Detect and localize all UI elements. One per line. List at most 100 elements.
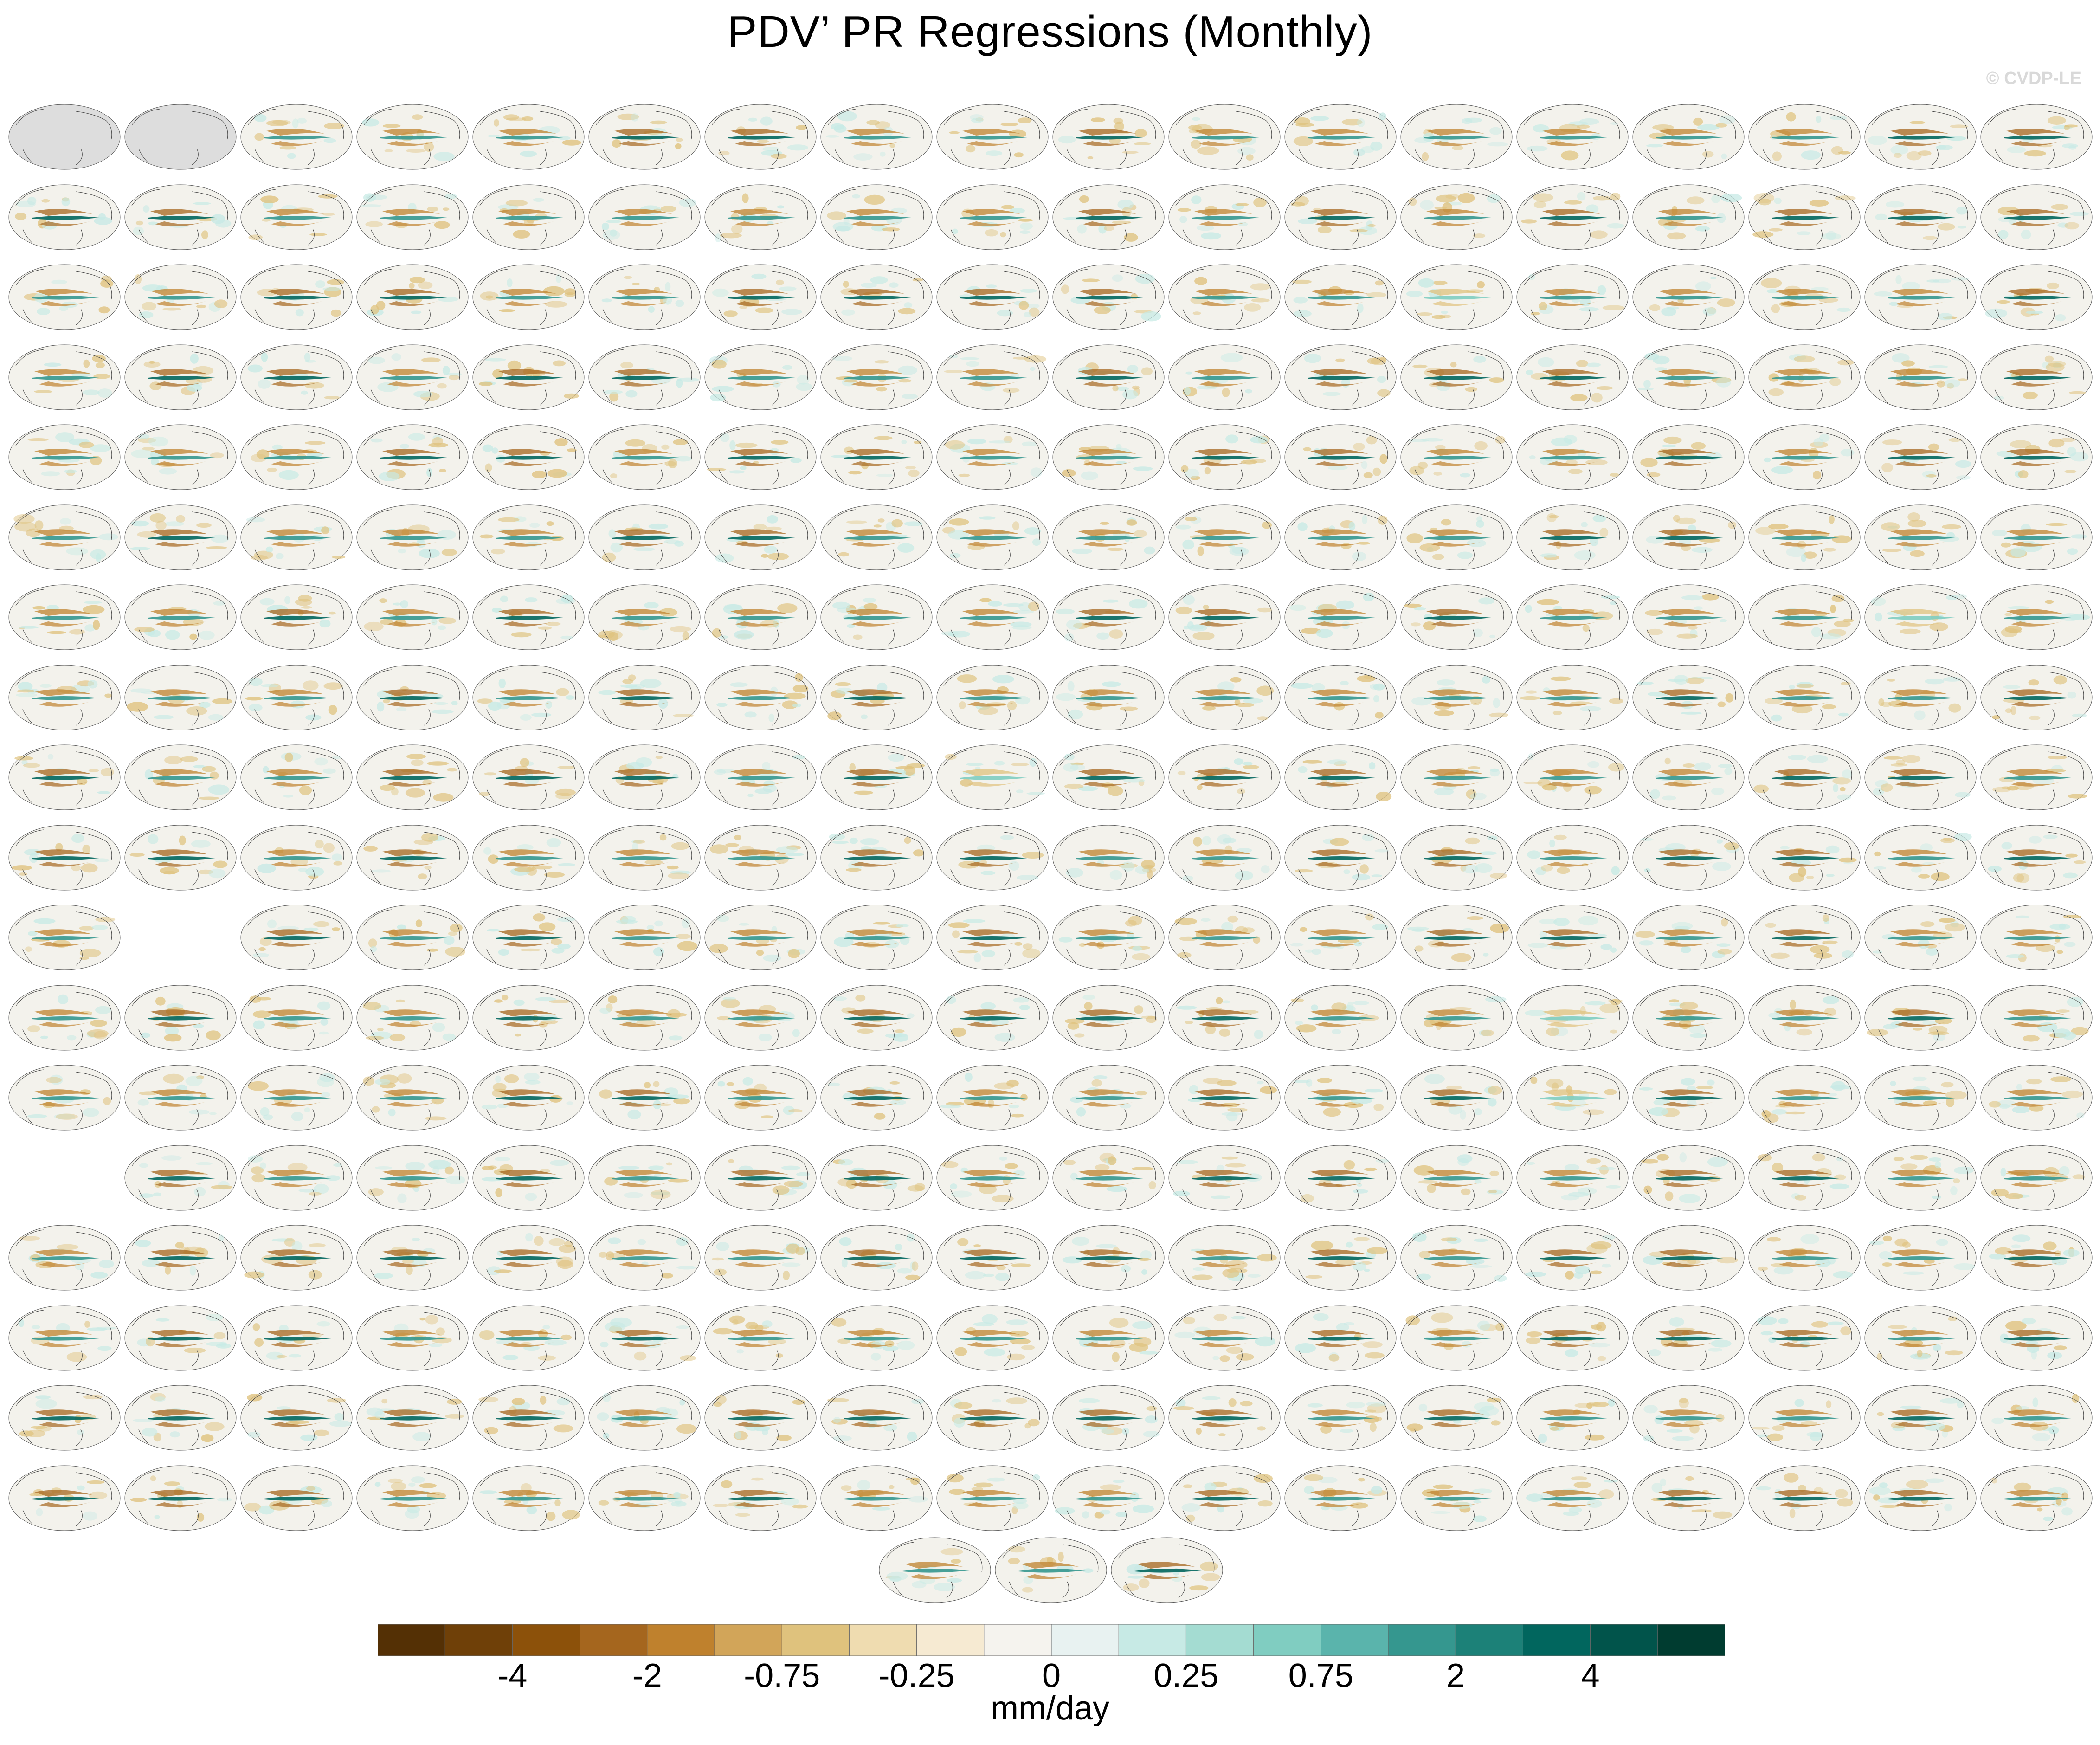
coastline bbox=[15, 269, 112, 325]
coastline bbox=[1407, 989, 1504, 1046]
anomaly-patch bbox=[331, 756, 341, 759]
anomaly-patch bbox=[1462, 864, 1478, 873]
anomaly-patch bbox=[319, 1073, 335, 1082]
map-panel bbox=[238, 1134, 354, 1213]
coastline bbox=[1291, 669, 1388, 725]
map-panel bbox=[818, 653, 934, 732]
anomaly-patch bbox=[1570, 394, 1588, 401]
anomaly-dry-band bbox=[1547, 381, 1598, 387]
anomaly-dry-band bbox=[2006, 1249, 2064, 1256]
map-panel bbox=[934, 413, 1050, 492]
map-panel bbox=[122, 173, 238, 252]
anomaly-wet-tongue bbox=[2004, 1096, 2071, 1100]
anomaly-dry-band bbox=[1194, 929, 1252, 936]
anomaly-patch bbox=[1764, 457, 1771, 463]
anomaly-patch bbox=[492, 369, 503, 378]
anomaly-wet-tongue bbox=[1192, 696, 1259, 700]
anomaly-patch bbox=[149, 361, 155, 364]
anomaly-patch bbox=[544, 1339, 567, 1345]
anomaly-dry-band bbox=[1779, 1021, 1830, 1027]
anomaly-dry-band bbox=[34, 689, 92, 696]
anomaly-patch bbox=[438, 617, 457, 624]
map-panel-svg bbox=[1632, 264, 1745, 330]
coastline bbox=[1987, 1229, 2084, 1286]
anomaly-patch bbox=[1888, 1325, 1907, 1329]
map-panel bbox=[1630, 573, 1746, 652]
anomaly-dry-band bbox=[1542, 368, 1600, 376]
coastline bbox=[1523, 349, 1620, 405]
anomaly-patch bbox=[1357, 675, 1376, 682]
anomaly-patch bbox=[2010, 547, 2026, 557]
anomaly-patch bbox=[1995, 1247, 2012, 1255]
map-panel bbox=[1166, 413, 1282, 492]
map-panel bbox=[818, 974, 934, 1053]
anomaly-wet-tongue bbox=[1540, 296, 1607, 300]
map-panel bbox=[1630, 413, 1746, 492]
anomaly-patch bbox=[1954, 832, 1972, 841]
anomaly-dry-band bbox=[1315, 1021, 1366, 1027]
anomaly-patch bbox=[1830, 1085, 1851, 1090]
anomaly-patch bbox=[47, 754, 54, 760]
map-panel bbox=[470, 974, 586, 1053]
anomaly-patch bbox=[1000, 232, 1006, 237]
anomaly-patch bbox=[1419, 543, 1440, 552]
coastline bbox=[363, 749, 460, 806]
anomaly-patch bbox=[2013, 873, 2024, 882]
map-panel bbox=[702, 974, 818, 1053]
anomaly-patch bbox=[96, 553, 101, 562]
map-panel-svg bbox=[704, 104, 817, 170]
anomaly-patch bbox=[1058, 937, 1073, 943]
map-panel bbox=[702, 1053, 818, 1132]
anomaly-patch bbox=[18, 681, 33, 691]
anomaly-patch bbox=[904, 837, 911, 844]
anomaly-patch bbox=[1465, 837, 1480, 844]
map-panel bbox=[1514, 1053, 1630, 1132]
map-panel-svg bbox=[1168, 584, 1281, 650]
anomaly-patch bbox=[1827, 1321, 1844, 1325]
anomaly-patch bbox=[155, 520, 167, 530]
anomaly-patch bbox=[1582, 1109, 1604, 1115]
anomaly-dry-band bbox=[1663, 221, 1714, 226]
anomaly-dry-band bbox=[1426, 1249, 1484, 1256]
anomaly-patch bbox=[1801, 150, 1821, 160]
anomaly-dry-band bbox=[1542, 1089, 1600, 1096]
map-panel bbox=[1630, 493, 1746, 572]
anomaly-wet-tongue bbox=[148, 1096, 215, 1100]
anomaly-dry-band bbox=[614, 449, 672, 456]
anomaly-wet-tongue bbox=[1424, 936, 1491, 940]
anomaly-patch bbox=[1030, 467, 1043, 478]
map-panel bbox=[238, 814, 354, 892]
anomaly-patch bbox=[1250, 436, 1268, 444]
anomaly-wet-tongue bbox=[1192, 1016, 1259, 1021]
anomaly-wet-tongue bbox=[1772, 616, 1839, 620]
map-panel bbox=[1166, 814, 1282, 892]
anomaly-patch bbox=[1564, 200, 1582, 205]
coastline bbox=[131, 829, 228, 885]
anomaly-patch bbox=[1465, 387, 1477, 392]
coastline bbox=[711, 349, 808, 405]
anomaly-patch bbox=[1197, 146, 1219, 155]
coastline bbox=[827, 749, 924, 806]
anomaly-patch bbox=[1549, 839, 1555, 847]
map-panel-svg bbox=[356, 1385, 469, 1451]
anomaly-patch bbox=[1794, 1195, 1806, 1201]
map-panel-svg bbox=[1516, 744, 1629, 810]
anomaly-patch bbox=[1838, 712, 1849, 717]
anomaly-patch bbox=[82, 1108, 99, 1117]
anomaly-dry-band bbox=[735, 942, 786, 947]
anomaly-wet-tongue bbox=[1540, 696, 1607, 700]
anomaly-wet-tongue bbox=[1540, 1096, 1607, 1100]
anomaly-patch bbox=[787, 144, 808, 151]
map-panel-svg bbox=[1400, 1065, 1513, 1131]
anomaly-patch bbox=[327, 279, 344, 285]
anomaly-patch bbox=[1679, 1152, 1687, 1162]
coastline bbox=[1871, 989, 1968, 1046]
anomaly-dry-band bbox=[498, 1329, 556, 1337]
anomaly-patch bbox=[412, 1238, 420, 1241]
anomaly-dry-band bbox=[2006, 929, 2064, 936]
anomaly-dry-band bbox=[1547, 221, 1598, 226]
map-panel-svg bbox=[936, 1145, 1049, 1210]
anomaly-wet-tongue bbox=[496, 296, 563, 300]
anomaly-patch bbox=[1998, 230, 2009, 239]
anomaly-dry-band bbox=[155, 221, 206, 226]
